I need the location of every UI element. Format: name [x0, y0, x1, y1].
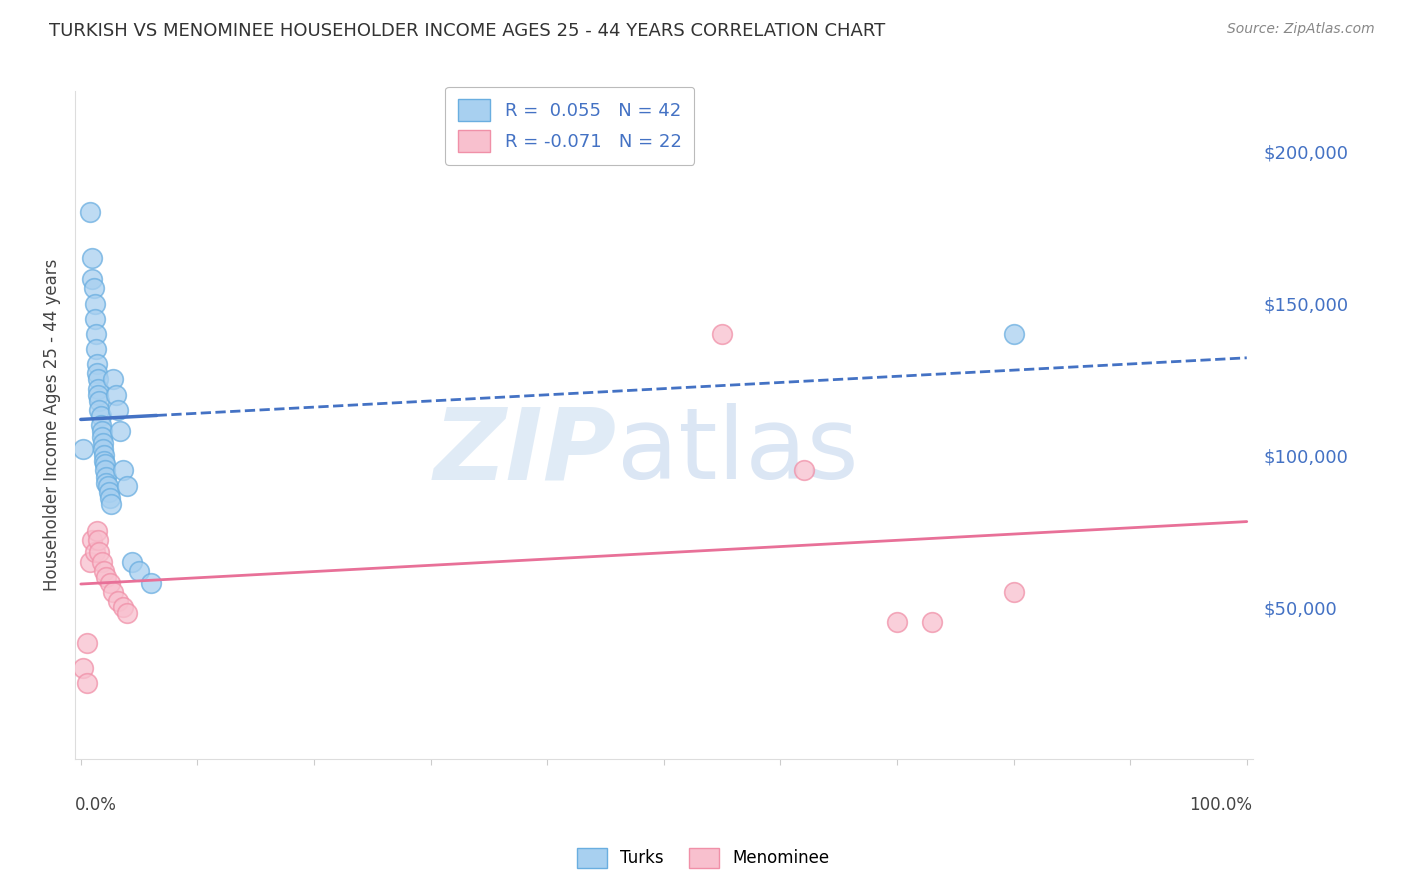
Point: [117, 606, 139, 620]
Point: [98, 575, 121, 590]
Point: [90, 424, 112, 438]
Point: [1002, 326, 1025, 341]
Point: [98, 491, 121, 505]
Point: [97, 478, 120, 492]
Point: [83, 311, 105, 326]
Point: [90, 554, 112, 568]
Point: [103, 372, 125, 386]
Point: [96, 469, 118, 483]
Point: [72, 661, 94, 675]
Point: [76, 636, 98, 650]
Point: [139, 575, 162, 590]
Point: [107, 402, 129, 417]
Point: [96, 475, 118, 490]
Point: [94, 463, 117, 477]
Y-axis label: Householder Income Ages 25 - 44 years: Householder Income Ages 25 - 44 years: [44, 259, 60, 591]
Point: [90, 409, 112, 423]
Text: TURKISH VS MENOMINEE HOUSEHOLDER INCOME AGES 25 - 44 YEARS CORRELATION CHART: TURKISH VS MENOMINEE HOUSEHOLDER INCOME …: [49, 22, 886, 40]
Point: [87, 372, 110, 386]
Point: [90, 430, 112, 444]
Text: 100.0%: 100.0%: [1189, 796, 1253, 814]
Text: Source: ZipAtlas.com: Source: ZipAtlas.com: [1227, 22, 1375, 37]
Point: [107, 594, 129, 608]
Point: [886, 615, 908, 630]
Point: [84, 326, 107, 341]
Text: ZIP: ZIP: [433, 403, 617, 500]
Point: [72, 442, 94, 457]
Point: [96, 570, 118, 584]
Point: [82, 251, 104, 265]
Point: [89, 545, 111, 559]
Point: [111, 600, 134, 615]
Point: [93, 454, 115, 468]
Point: [111, 463, 134, 477]
Point: [128, 564, 150, 578]
Point: [100, 497, 122, 511]
Point: [110, 424, 132, 438]
Point: [117, 478, 139, 492]
Legend: Turks, Menominee: Turks, Menominee: [569, 841, 837, 875]
Point: [83, 545, 105, 559]
Text: 0.0%: 0.0%: [75, 796, 117, 814]
Point: [104, 387, 127, 401]
Point: [921, 615, 943, 630]
Point: [83, 281, 105, 295]
Point: [103, 585, 125, 599]
Point: [93, 448, 115, 462]
Point: [86, 357, 108, 371]
Legend: R =  0.055   N = 42, R = -0.071   N = 22: R = 0.055 N = 42, R = -0.071 N = 22: [446, 87, 695, 165]
Point: [711, 326, 734, 341]
Point: [87, 533, 110, 548]
Point: [93, 564, 115, 578]
Point: [82, 272, 104, 286]
Point: [1002, 585, 1025, 599]
Point: [90, 417, 112, 432]
Point: [87, 387, 110, 401]
Point: [86, 524, 108, 538]
Point: [91, 442, 114, 457]
Point: [97, 484, 120, 499]
Point: [84, 342, 107, 356]
Point: [79, 205, 101, 219]
Point: [82, 533, 104, 548]
Point: [87, 382, 110, 396]
Point: [76, 676, 98, 690]
Point: [79, 554, 101, 568]
Point: [86, 367, 108, 381]
Point: [121, 554, 143, 568]
Point: [83, 296, 105, 310]
Point: [89, 402, 111, 417]
Point: [793, 463, 815, 477]
Point: [94, 458, 117, 472]
Text: atlas: atlas: [617, 403, 858, 500]
Point: [91, 436, 114, 450]
Point: [89, 393, 111, 408]
